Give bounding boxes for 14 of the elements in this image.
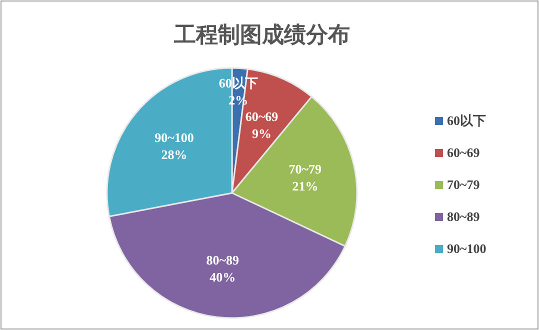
- legend-label: 60以下: [447, 113, 486, 128]
- slice-label: 80~89: [206, 252, 240, 268]
- chart-title: 工程制图成绩分布: [173, 23, 350, 48]
- legend-label: 90~100: [447, 241, 486, 256]
- data-label: 28%: [161, 147, 188, 162]
- data-label: 21%: [292, 178, 318, 194]
- legend-label: 80~89: [447, 209, 480, 224]
- slice-label: 60~69: [245, 109, 279, 124]
- data-label: 9%: [252, 126, 272, 142]
- legend-label: 60~69: [447, 145, 480, 160]
- data-label: 40%: [210, 269, 236, 284]
- slice-label: 70~79: [288, 162, 322, 177]
- legend-label: 70~79: [447, 177, 480, 192]
- slice-label: 90~100: [154, 130, 194, 146]
